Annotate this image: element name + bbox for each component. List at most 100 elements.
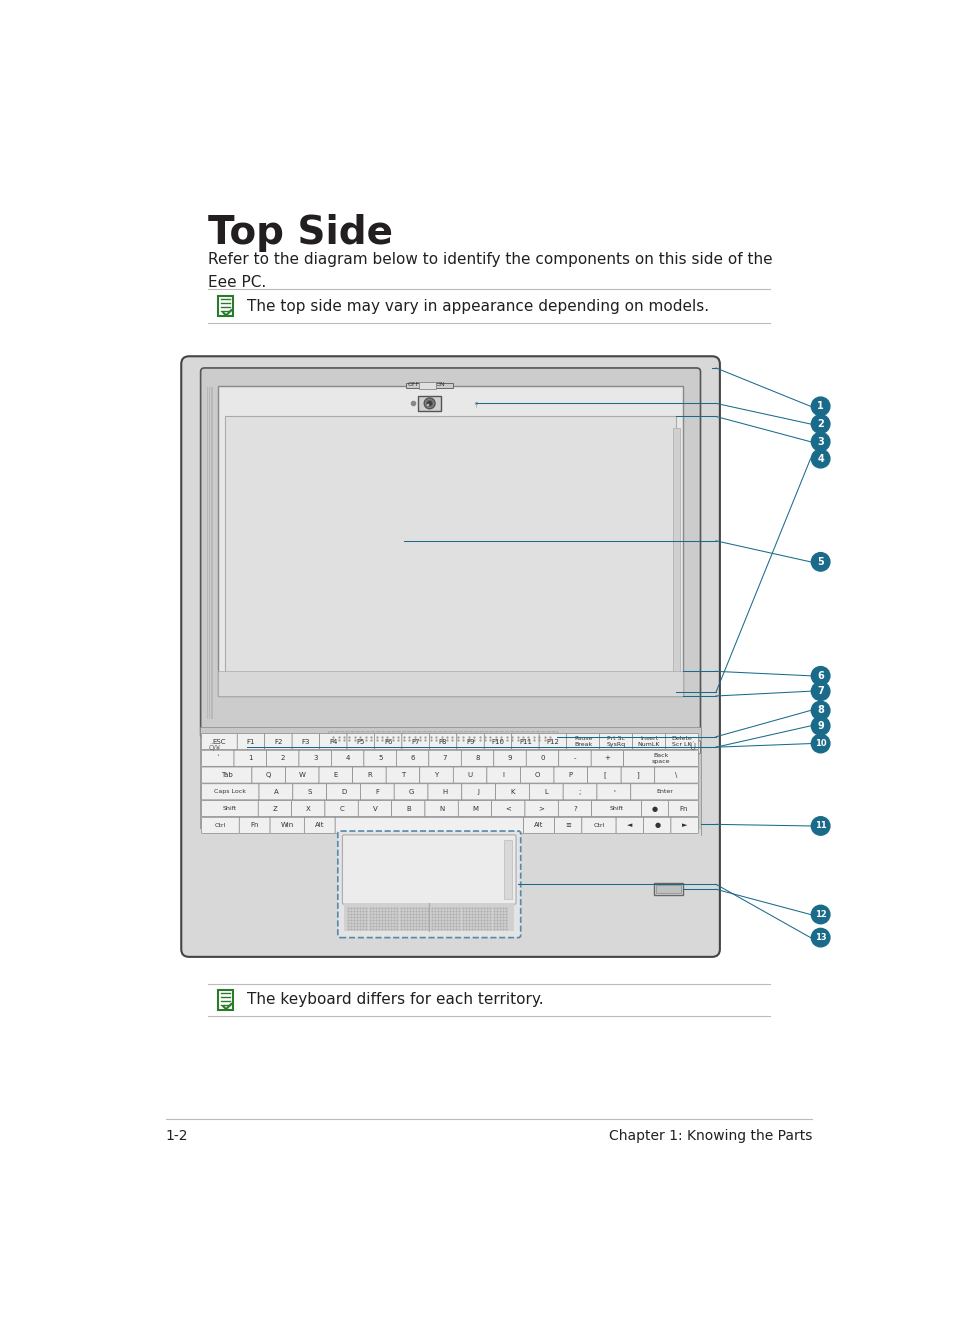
- Circle shape: [810, 928, 829, 947]
- Text: ◄: ◄: [626, 822, 632, 829]
- FancyBboxPatch shape: [511, 734, 538, 750]
- Text: 4: 4: [345, 755, 350, 762]
- Text: Alt: Alt: [534, 822, 543, 829]
- Bar: [207, 387, 208, 719]
- Text: 9: 9: [817, 720, 823, 731]
- FancyBboxPatch shape: [456, 734, 484, 750]
- Circle shape: [810, 450, 829, 467]
- FancyBboxPatch shape: [239, 817, 270, 833]
- Text: 0: 0: [539, 755, 544, 762]
- FancyBboxPatch shape: [529, 783, 562, 799]
- Text: B: B: [406, 806, 410, 811]
- FancyBboxPatch shape: [270, 817, 304, 833]
- FancyBboxPatch shape: [429, 734, 456, 750]
- Text: Ú: Ú: [689, 743, 695, 751]
- FancyBboxPatch shape: [395, 750, 429, 766]
- FancyBboxPatch shape: [298, 750, 331, 766]
- FancyBboxPatch shape: [264, 734, 292, 750]
- FancyBboxPatch shape: [558, 750, 591, 766]
- FancyBboxPatch shape: [258, 801, 292, 817]
- Text: Ö/¥: Ö/¥: [208, 743, 220, 751]
- Text: F: F: [375, 789, 379, 795]
- Text: M: M: [472, 806, 477, 811]
- Circle shape: [810, 702, 829, 719]
- FancyBboxPatch shape: [200, 368, 700, 738]
- Text: 7: 7: [442, 755, 447, 762]
- Text: OFF: OFF: [408, 383, 419, 387]
- Text: F6: F6: [383, 739, 392, 744]
- Circle shape: [810, 553, 829, 572]
- FancyBboxPatch shape: [526, 750, 558, 766]
- FancyBboxPatch shape: [304, 817, 335, 833]
- Text: Back
space: Back space: [651, 753, 670, 763]
- FancyBboxPatch shape: [654, 767, 698, 783]
- Text: G: G: [408, 789, 414, 795]
- FancyBboxPatch shape: [429, 750, 461, 766]
- Text: F11: F11: [518, 739, 532, 744]
- Text: 5: 5: [377, 755, 382, 762]
- Text: Alt: Alt: [314, 822, 324, 829]
- Text: Chapter 1: Knowing the Parts: Chapter 1: Knowing the Parts: [608, 1129, 811, 1144]
- Text: 6: 6: [410, 755, 415, 762]
- Text: ;: ;: [578, 789, 580, 795]
- Circle shape: [810, 667, 829, 686]
- FancyBboxPatch shape: [394, 783, 428, 799]
- FancyBboxPatch shape: [598, 734, 632, 750]
- Text: ?: ?: [573, 806, 577, 811]
- FancyBboxPatch shape: [201, 750, 233, 766]
- Text: F2: F2: [274, 739, 282, 744]
- Text: 8: 8: [817, 706, 823, 715]
- FancyBboxPatch shape: [363, 750, 396, 766]
- Text: Insert
NumLK: Insert NumLK: [637, 736, 659, 747]
- Bar: [203, 730, 698, 743]
- FancyBboxPatch shape: [424, 801, 457, 817]
- FancyBboxPatch shape: [659, 740, 700, 754]
- FancyBboxPatch shape: [337, 832, 520, 937]
- Text: F8: F8: [438, 739, 447, 744]
- Text: 7: 7: [817, 686, 823, 696]
- FancyBboxPatch shape: [292, 801, 325, 817]
- Circle shape: [810, 734, 829, 753]
- FancyBboxPatch shape: [201, 817, 239, 833]
- Text: 2: 2: [280, 755, 285, 762]
- FancyBboxPatch shape: [668, 801, 698, 817]
- FancyBboxPatch shape: [331, 750, 364, 766]
- FancyBboxPatch shape: [641, 801, 668, 817]
- FancyBboxPatch shape: [201, 783, 259, 799]
- FancyBboxPatch shape: [258, 783, 293, 799]
- FancyBboxPatch shape: [293, 783, 326, 799]
- Text: -: -: [573, 755, 576, 762]
- FancyBboxPatch shape: [524, 801, 558, 817]
- Text: \: \: [675, 773, 677, 778]
- FancyBboxPatch shape: [632, 734, 665, 750]
- FancyBboxPatch shape: [428, 783, 461, 799]
- Bar: [654, 884, 682, 896]
- FancyBboxPatch shape: [562, 783, 597, 799]
- Text: ≡: ≡: [564, 822, 571, 829]
- FancyBboxPatch shape: [201, 734, 237, 750]
- FancyBboxPatch shape: [319, 734, 347, 750]
- Text: F10: F10: [491, 739, 504, 744]
- Text: K: K: [510, 789, 515, 795]
- Bar: [224, 416, 676, 692]
- Bar: [406, 383, 453, 388]
- Text: ►: ►: [681, 822, 686, 829]
- FancyBboxPatch shape: [342, 836, 516, 904]
- FancyBboxPatch shape: [266, 750, 298, 766]
- Text: Q: Q: [266, 773, 272, 778]
- Text: 3: 3: [817, 437, 823, 447]
- FancyBboxPatch shape: [520, 767, 554, 783]
- Bar: [218, 296, 233, 316]
- FancyBboxPatch shape: [566, 734, 599, 750]
- Text: Refer to the diagram below to identify the components on this side of the
Eee PC: Refer to the diagram below to identify t…: [208, 252, 772, 289]
- Text: Fn: Fn: [679, 806, 687, 811]
- FancyBboxPatch shape: [597, 783, 630, 799]
- Text: Fn: Fn: [251, 822, 258, 829]
- FancyBboxPatch shape: [494, 750, 526, 766]
- Text: ●: ●: [651, 806, 658, 811]
- FancyBboxPatch shape: [630, 783, 698, 799]
- Circle shape: [424, 398, 435, 408]
- FancyBboxPatch shape: [181, 356, 720, 957]
- Bar: [199, 727, 700, 836]
- FancyBboxPatch shape: [538, 734, 566, 750]
